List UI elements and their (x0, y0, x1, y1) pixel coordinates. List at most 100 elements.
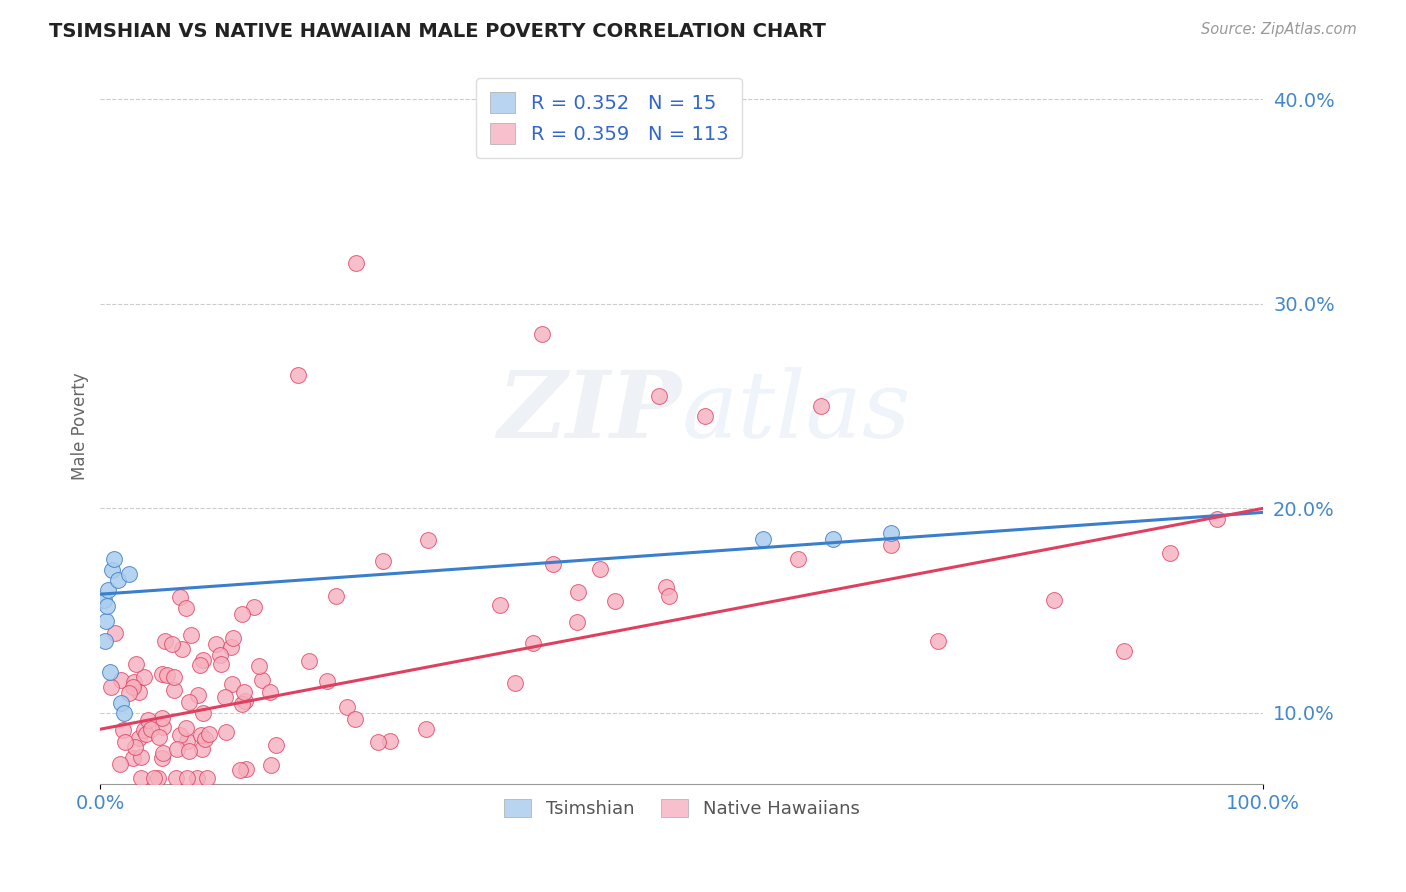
Point (152, 667, 174, 681)
Point (128, 685, 150, 699)
Point (96, 614, 118, 628)
Point (153, 634, 176, 648)
Point (693, 409, 716, 424)
Point (110, 696, 132, 710)
Point (1205, 511, 1227, 525)
Point (169, 590, 191, 604)
Y-axis label: Male Poverty: Male Poverty (72, 373, 89, 480)
Point (139, 722, 162, 736)
Point (122, 751, 145, 765)
Point (193, 652, 215, 666)
Point (221, 677, 243, 691)
Point (605, 594, 627, 608)
Point (94, 634, 117, 648)
Point (231, 697, 253, 711)
Point (177, 744, 200, 758)
Point (522, 636, 544, 650)
Point (190, 728, 212, 742)
Point (117, 686, 139, 700)
Point (188, 657, 211, 672)
Text: TSIMSHIAN VS NATIVE HAWAIIAN MALE POVERTY CORRELATION CHART: TSIMSHIAN VS NATIVE HAWAIIAN MALE POVERT… (49, 22, 827, 41)
Point (567, 615, 589, 629)
Point (415, 722, 437, 736)
Point (114, 735, 136, 749)
Point (152, 720, 174, 734)
Point (160, 638, 183, 652)
Point (208, 648, 231, 662)
Point (647, 389, 669, 403)
Point (589, 562, 612, 576)
Point (655, 580, 678, 594)
Point (209, 657, 232, 672)
Point (136, 713, 159, 727)
Point (148, 730, 170, 744)
Point (191, 742, 214, 756)
Point (143, 772, 166, 786)
Point (176, 772, 198, 786)
Point (150, 711, 173, 725)
Text: ZIP: ZIP (498, 368, 682, 458)
Point (98, 665, 121, 679)
Point (344, 256, 367, 270)
Point (156, 667, 179, 681)
Point (118, 566, 141, 581)
Point (1112, 644, 1135, 658)
Point (260, 758, 283, 772)
Point (416, 533, 439, 547)
Point (169, 729, 191, 743)
Point (194, 731, 217, 746)
Point (1159, 546, 1181, 560)
Point (752, 532, 775, 546)
Point (214, 690, 236, 705)
Point (165, 772, 187, 786)
Point (107, 573, 129, 587)
Point (232, 685, 254, 699)
Point (242, 599, 264, 614)
Point (235, 763, 257, 777)
Point (150, 751, 173, 765)
Point (298, 654, 321, 668)
Point (166, 742, 188, 756)
Point (96, 599, 118, 614)
Point (810, 399, 832, 413)
Point (108, 756, 131, 771)
Point (880, 525, 903, 540)
Point (187, 688, 209, 702)
Point (787, 552, 810, 566)
Point (172, 642, 194, 657)
Point (821, 532, 844, 546)
Point (880, 538, 903, 552)
Point (373, 554, 395, 568)
Point (344, 712, 367, 726)
Point (658, 589, 681, 603)
Point (103, 552, 125, 566)
Point (128, 731, 150, 745)
Point (503, 676, 526, 690)
Point (111, 723, 134, 737)
Point (180, 628, 202, 642)
Text: Source: ZipAtlas.com: Source: ZipAtlas.com (1201, 22, 1357, 37)
Point (146, 772, 169, 786)
Point (191, 706, 214, 720)
Point (531, 327, 554, 342)
Point (325, 589, 347, 603)
Point (122, 674, 145, 689)
Point (176, 733, 198, 747)
Point (316, 674, 339, 689)
Point (247, 659, 270, 673)
Point (110, 673, 132, 688)
Point (367, 734, 389, 748)
Point (134, 670, 156, 684)
Point (229, 763, 252, 777)
Point (489, 598, 512, 612)
Point (162, 670, 184, 684)
Point (1043, 593, 1066, 607)
Point (205, 637, 228, 651)
Point (195, 772, 218, 786)
Point (104, 625, 127, 640)
Point (163, 683, 186, 698)
Point (152, 746, 174, 760)
Point (121, 681, 143, 695)
Point (198, 727, 221, 741)
Point (112, 706, 135, 720)
